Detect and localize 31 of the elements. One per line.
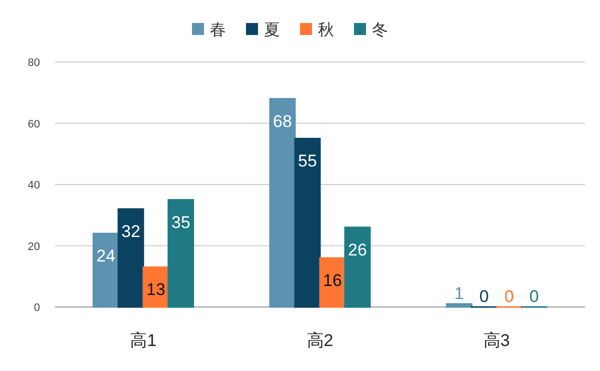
data-label: 1 bbox=[454, 284, 464, 303]
y-tick-label: 60 bbox=[28, 118, 40, 130]
bar bbox=[269, 98, 296, 308]
legend-label: 夏 bbox=[264, 22, 280, 39]
x-tick-label: 高2 bbox=[306, 331, 334, 350]
y-tick-label: 80 bbox=[28, 57, 40, 69]
data-label: 16 bbox=[323, 271, 342, 290]
bar bbox=[118, 208, 144, 308]
data-label: 0 bbox=[504, 287, 514, 306]
bar bbox=[294, 138, 321, 308]
data-label: 68 bbox=[273, 112, 292, 131]
y-tick-label: 20 bbox=[28, 240, 40, 253]
bar bbox=[344, 226, 371, 308]
data-label: 13 bbox=[146, 280, 166, 300]
y-tick-label: 0 bbox=[34, 302, 40, 314]
data-label: 0 bbox=[479, 287, 489, 306]
data-label: 0 bbox=[529, 287, 539, 306]
data-label: 55 bbox=[298, 152, 317, 171]
bar bbox=[92, 232, 120, 308]
data-label: 32 bbox=[121, 222, 140, 241]
legend-label: 春 bbox=[210, 22, 226, 39]
bar bbox=[446, 303, 472, 308]
x-tick-label: 高1 bbox=[130, 331, 157, 350]
data-label: 26 bbox=[348, 240, 367, 260]
bar bbox=[168, 199, 194, 308]
y-tick-label: 40 bbox=[28, 180, 40, 192]
legend-label: 冬 bbox=[372, 22, 388, 39]
x-tick-label: 高3 bbox=[483, 331, 510, 350]
data-label: 24 bbox=[96, 246, 116, 266]
data-label: 35 bbox=[171, 212, 190, 232]
legend-label: 秋 bbox=[318, 22, 334, 39]
